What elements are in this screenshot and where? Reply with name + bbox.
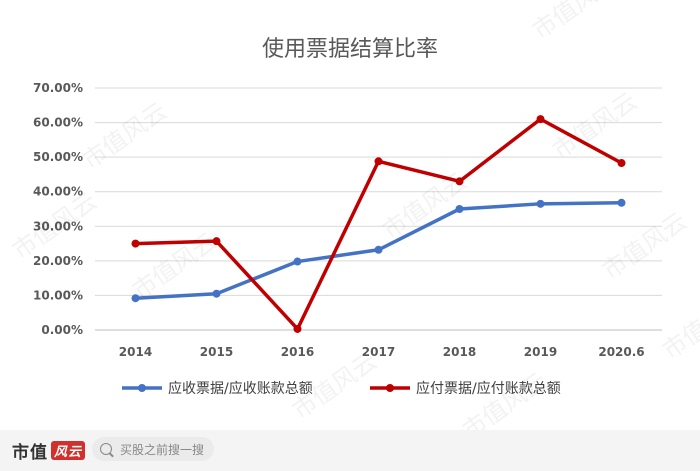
- data-point: [293, 324, 302, 333]
- x-tick-label: 2014: [119, 345, 152, 359]
- data-point: [374, 245, 383, 254]
- y-tick-label: 10.00%: [33, 288, 83, 302]
- x-tick-label: 2017: [362, 345, 395, 359]
- x-tick-label: 2015: [200, 345, 233, 359]
- data-point: [536, 199, 545, 208]
- legend-label: 应收票据/应收账款总额: [168, 380, 313, 397]
- data-point: [617, 159, 626, 168]
- data-point: [374, 157, 383, 166]
- data-point: [455, 177, 464, 186]
- legend: 应收票据/应收账款总额 应付票据/应付账款总额: [122, 380, 561, 397]
- y-axis-ticks: 0.00% 10.00% 20.00% 30.00% 40.00% 50.00% 60.00…: [33, 81, 83, 337]
- y-tick-label: 40.00%: [33, 185, 83, 199]
- search-box[interactable]: 买股之前搜一搜: [92, 437, 214, 461]
- search-placeholder: 买股之前搜一搜: [120, 442, 205, 457]
- x-tick-label: 2018: [443, 345, 476, 359]
- brand-text: 市值: [12, 443, 48, 463]
- y-tick-label: 70.00%: [33, 81, 83, 95]
- chart-container: 使用票据结算比率 0.00% 10.00% 20.00% 30.00% 40.00% 50…: [0, 0, 700, 445]
- line-chart: 使用票据结算比率 0.00% 10.00% 20.00% 30.00% 40.00% 50…: [0, 0, 700, 445]
- data-point: [131, 239, 140, 248]
- y-tick-label: 50.00%: [33, 150, 83, 164]
- x-tick-label: 2019: [524, 345, 557, 359]
- legend-item: 应收票据/应收账款总额: [122, 380, 313, 397]
- y-tick-label: 60.00%: [33, 116, 83, 130]
- footer-bar: 市值 风云 买股之前搜一搜: [0, 430, 700, 471]
- data-point: [212, 289, 221, 298]
- series-lines: [131, 115, 626, 333]
- data-point: [293, 257, 302, 266]
- chart-title: 使用票据结算比率: [262, 37, 438, 62]
- data-point: [455, 205, 464, 213]
- x-tick-label: 2016: [281, 345, 314, 359]
- chart-background: [0, 0, 700, 430]
- series-1: [131, 198, 626, 303]
- y-tick-label: 30.00%: [33, 219, 83, 233]
- search-icon: [100, 443, 112, 455]
- brand-badge: 风云: [51, 441, 86, 460]
- legend-swatch-marker: [138, 384, 146, 392]
- data-point: [212, 237, 221, 246]
- legend-item: 应付票据/应付账款总额: [370, 380, 561, 397]
- legend-label: 应付票据/应付账款总额: [416, 380, 561, 397]
- x-axis-ticks: 2014 2015 2016 2017 2018 2019 2020.6: [119, 345, 645, 359]
- y-tick-label: 0.00%: [41, 323, 83, 337]
- x-tick-label: 2020.6: [598, 345, 644, 359]
- brand-logo[interactable]: 市值 风云: [12, 438, 86, 463]
- series-2: [131, 115, 626, 333]
- y-tick-label: 20.00%: [33, 254, 83, 268]
- data-point: [617, 198, 626, 207]
- data-point: [536, 115, 545, 124]
- legend-swatch-marker: [386, 384, 394, 392]
- data-point: [131, 294, 140, 303]
